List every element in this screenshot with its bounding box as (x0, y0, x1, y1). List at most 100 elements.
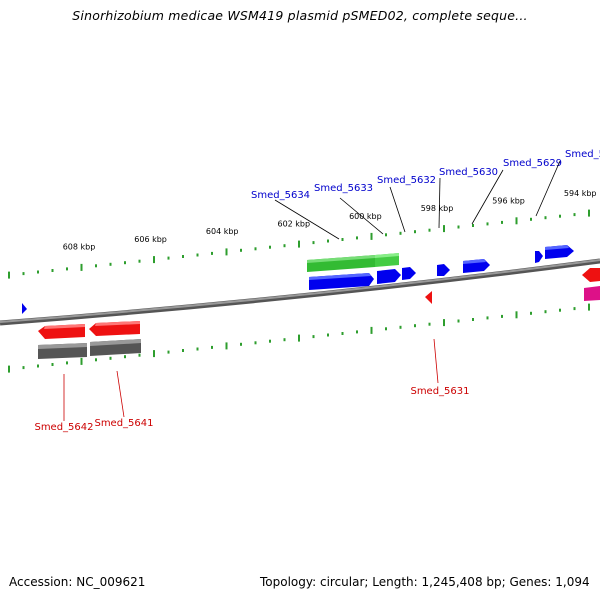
upper-tick-track (8, 209, 590, 279)
cds-track-forward (22, 245, 574, 314)
kbp-label: 594 kbp (564, 189, 597, 198)
kbp-label: 596 kbp (492, 197, 525, 206)
major-tick (443, 225, 445, 233)
minor-tick (341, 238, 344, 241)
minor-tick (341, 332, 344, 335)
minor-tick (559, 214, 561, 218)
gene-label[interactable]: Smed_5630 (439, 167, 498, 178)
minor-tick (385, 233, 387, 237)
gene-label[interactable]: Smed_5631 (410, 386, 469, 397)
gene-label[interactable]: Smed_5641 (94, 418, 153, 429)
gene-label[interactable]: Smed_5629 (503, 158, 562, 169)
minor-tick (240, 342, 242, 346)
minor-tick (486, 222, 489, 226)
minor-tick (254, 341, 257, 345)
minor-tick (66, 361, 68, 365)
minor-tick (356, 236, 358, 240)
minor-tick (66, 267, 68, 271)
kbp-label: 598 kbp (421, 204, 454, 213)
cds-feature[interactable] (377, 269, 401, 284)
minor-tick (138, 353, 141, 357)
minor-tick (51, 269, 54, 272)
minor-tick (95, 358, 97, 362)
major-tick (443, 319, 445, 327)
cds-feature[interactable] (425, 291, 432, 304)
map-title: Sinorhizobium medicae WSM419 plasmid pSM… (72, 8, 528, 23)
minor-tick (573, 307, 576, 311)
minor-tick (37, 364, 39, 368)
kbp-scale: 608 kbp 606 kbp 604 kbp 602 kbp 600 kbp 598 k… (63, 189, 597, 252)
minor-tick (530, 217, 532, 221)
major-tick (298, 240, 300, 248)
minor-tick (240, 248, 242, 252)
minor-tick (269, 245, 271, 249)
genome-backbone[interactable] (0, 258, 600, 326)
major-tick (153, 350, 155, 358)
major-tick (8, 365, 10, 373)
major-tick (588, 209, 590, 217)
major-tick (8, 271, 10, 279)
minor-tick (544, 216, 547, 220)
other-feature[interactable] (584, 286, 600, 301)
minor-tick (167, 350, 170, 354)
minor-tick (51, 363, 54, 366)
minor-tick (457, 225, 460, 229)
minor-tick (472, 224, 474, 227)
minor-tick (283, 338, 286, 342)
minor-tick (95, 264, 97, 268)
minor-tick (196, 347, 199, 351)
cds-feature[interactable] (582, 268, 600, 282)
minor-tick (501, 220, 503, 224)
minor-tick (530, 311, 532, 315)
gene-label[interactable]: Smed_5642 (34, 422, 93, 433)
minor-tick (327, 333, 329, 337)
kbp-label: 604 kbp (206, 227, 239, 236)
minor-tick (182, 255, 184, 258)
minor-tick (385, 327, 387, 331)
minor-tick (124, 261, 126, 265)
lower-gene-labels: Smed_5642 Smed_5641 Smed_5631 (34, 338, 470, 433)
major-tick (153, 256, 155, 264)
gene-label[interactable]: Smed_5633 (314, 183, 373, 194)
minor-tick (414, 230, 416, 234)
minor-tick (327, 239, 329, 243)
gene-track-reverse (38, 339, 141, 359)
upper-gene-labels: Smed_5634 Smed_5633 Smed_5632 Smed_5630 … (251, 149, 600, 240)
kbp-label: 602 kbp (277, 220, 310, 229)
cds-feature[interactable] (402, 267, 416, 280)
gene-label[interactable]: Smed_5632 (377, 175, 436, 186)
major-tick (588, 303, 590, 311)
minor-tick (544, 310, 547, 314)
minor-tick (312, 241, 315, 245)
gene-label[interactable]: Smed_5634 (251, 190, 310, 201)
minor-tick (559, 308, 561, 312)
cds-feature[interactable] (535, 251, 543, 263)
major-tick (515, 217, 518, 225)
kbp-label: 606 kbp (134, 235, 167, 244)
major-tick (370, 232, 373, 240)
gene-label[interactable]: Smed_5627 (565, 149, 600, 160)
major-tick (225, 248, 228, 256)
lower-tick-track (8, 303, 590, 373)
minor-tick (399, 325, 402, 329)
minor-tick (254, 247, 257, 251)
minor-tick (428, 228, 431, 232)
cds-feature[interactable] (22, 303, 27, 314)
minor-tick (167, 256, 170, 260)
major-tick (298, 334, 300, 342)
kbp-label: 600 kbp (349, 212, 382, 221)
major-tick (80, 263, 83, 271)
cds-feature[interactable] (437, 264, 450, 276)
minor-tick (269, 339, 271, 343)
minor-tick (109, 356, 112, 360)
major-tick (370, 326, 373, 334)
minor-tick (109, 262, 112, 266)
gene-track-forward (307, 253, 399, 272)
minor-tick (428, 322, 431, 326)
minor-tick (356, 330, 358, 334)
minor-tick (138, 259, 141, 263)
minor-tick (211, 345, 213, 349)
accession-text: Accession: NC_009621 (9, 575, 146, 589)
minor-tick (486, 316, 489, 320)
